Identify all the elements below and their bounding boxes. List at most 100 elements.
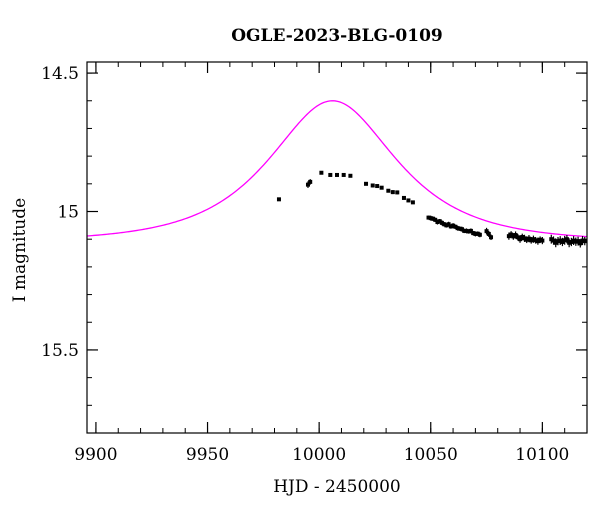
data-point <box>401 195 406 200</box>
data-point <box>473 231 478 237</box>
data-marker <box>477 232 482 237</box>
data-point <box>569 237 574 247</box>
data-marker <box>531 237 536 242</box>
data-marker <box>444 223 449 228</box>
data-point <box>457 226 462 231</box>
data-marker <box>562 238 567 243</box>
data-marker <box>335 172 339 177</box>
data-point <box>328 172 333 177</box>
data-point <box>433 217 438 223</box>
data-point <box>426 215 431 220</box>
data-marker <box>308 179 313 184</box>
data-point <box>448 224 453 229</box>
data-point <box>511 233 516 240</box>
plot-area: 9900 9950 10000 10050 10100 14.5 15 15.5 <box>41 61 588 465</box>
data-marker <box>462 228 467 233</box>
data-marker <box>433 217 438 222</box>
data-marker <box>569 239 574 244</box>
data-marker <box>348 173 353 178</box>
data-marker <box>553 240 558 245</box>
data-point <box>341 172 346 177</box>
data-point <box>453 224 458 229</box>
data-point <box>430 216 435 221</box>
data-marker <box>468 228 473 233</box>
data-point <box>451 223 456 229</box>
data-marker <box>457 226 462 231</box>
data-point <box>386 188 391 193</box>
data-point <box>520 233 525 241</box>
data-marker <box>571 238 576 243</box>
data-marker <box>515 235 520 240</box>
data-point <box>567 238 572 248</box>
data-point <box>471 230 476 236</box>
data-marker <box>535 239 540 244</box>
data-point <box>580 236 585 246</box>
data-point <box>529 236 534 244</box>
y-axis-label: I magnitude <box>10 198 30 302</box>
data-marker <box>455 226 460 231</box>
data-marker <box>473 231 478 236</box>
data-marker <box>446 222 451 227</box>
data-point <box>468 228 473 234</box>
data-marker <box>328 172 333 177</box>
data-point <box>444 223 449 228</box>
data-marker <box>486 231 491 236</box>
data-marker <box>529 238 534 243</box>
data-marker <box>506 234 511 239</box>
data-marker <box>524 237 529 242</box>
x-tick-label: 10000 <box>292 445 346 465</box>
data-marker <box>435 220 440 225</box>
data-marker <box>526 236 531 241</box>
data-marker <box>518 237 523 242</box>
data-marker <box>471 231 476 236</box>
data-point <box>437 218 442 224</box>
data-marker <box>386 188 391 193</box>
data-marker <box>276 197 281 202</box>
data-marker <box>567 240 572 245</box>
data-point <box>308 179 313 185</box>
data-point <box>406 198 411 203</box>
data-point <box>558 236 563 246</box>
data-point <box>395 190 400 195</box>
data-marker <box>513 233 518 238</box>
data-marker <box>453 224 458 229</box>
data-point <box>455 225 460 231</box>
data-point <box>319 170 324 175</box>
data-point <box>410 200 415 205</box>
data-marker <box>390 190 395 195</box>
data-marker <box>395 190 400 195</box>
data-marker <box>475 231 480 236</box>
data-marker <box>511 234 516 239</box>
data-point <box>477 232 482 238</box>
data-marker <box>410 200 415 205</box>
data-marker <box>448 224 453 229</box>
data-marker <box>341 172 346 177</box>
data-marker <box>430 216 435 221</box>
data-marker <box>578 241 583 246</box>
data-point <box>518 235 523 243</box>
data-marker <box>564 237 569 242</box>
data-point <box>524 236 529 244</box>
data-point <box>562 235 567 245</box>
data-marker <box>426 215 431 220</box>
data-point <box>375 184 380 189</box>
data-marker <box>439 220 444 225</box>
data-point <box>439 220 444 226</box>
data-point <box>506 232 511 240</box>
data-marker <box>442 222 447 227</box>
data-marker <box>533 238 538 243</box>
data-point <box>460 226 464 232</box>
data-marker <box>428 216 433 221</box>
data-marker <box>509 232 514 237</box>
data-point <box>582 236 587 246</box>
data-marker <box>375 184 380 189</box>
data-point <box>364 181 369 186</box>
data-marker <box>558 238 563 243</box>
data-marker <box>305 182 310 187</box>
data-marker <box>401 195 406 200</box>
data-point <box>466 229 471 234</box>
data-point <box>522 234 527 242</box>
x-axis-label: HJD - 2450000 <box>273 477 401 497</box>
x-tick-label: 10050 <box>404 445 458 465</box>
